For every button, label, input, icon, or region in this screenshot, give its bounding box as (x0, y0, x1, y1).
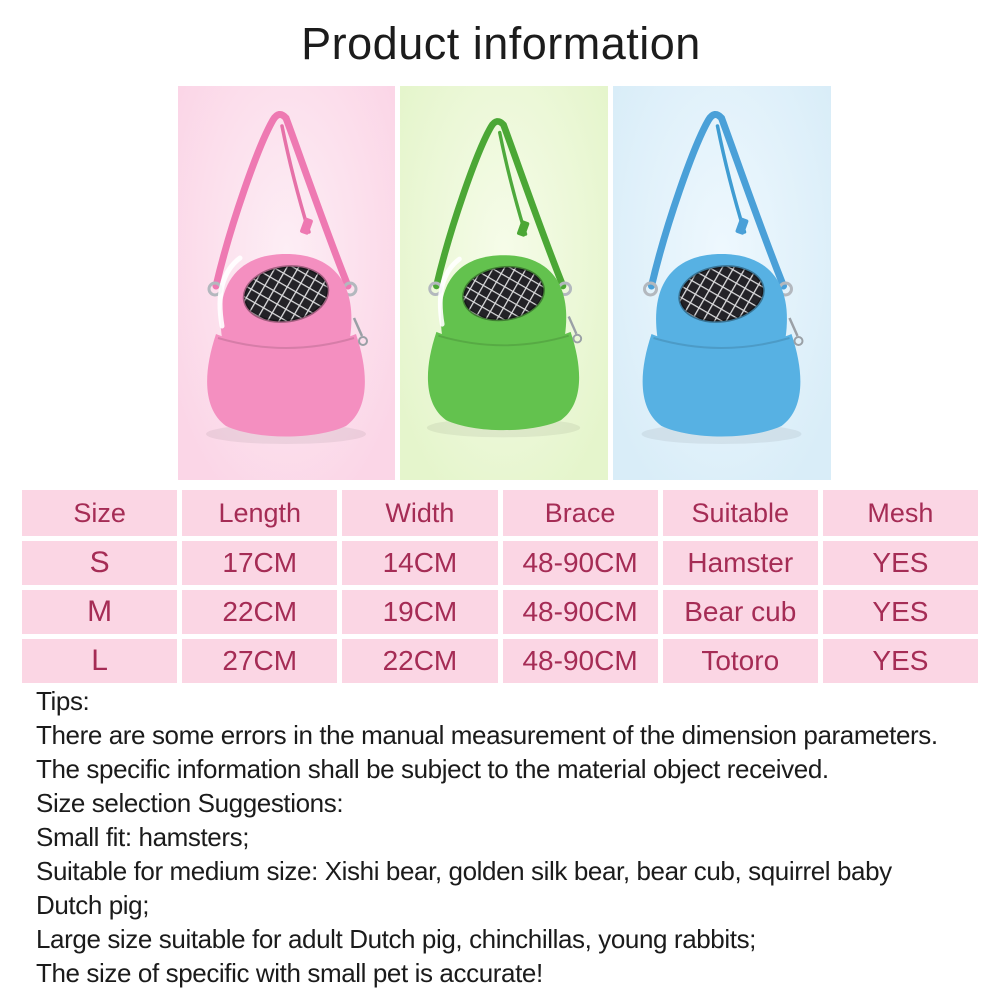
bag-seam (653, 337, 790, 349)
strap-buckle (517, 220, 530, 237)
shoulder-strap (648, 111, 787, 290)
zipper-pull (352, 317, 364, 337)
zipper-ring (572, 333, 583, 344)
tips-line: Large size suitable for adult Dutch pig,… (36, 924, 756, 954)
bag-body (642, 334, 801, 437)
column-header-length: Length (182, 490, 338, 536)
tips-line: There are some errors in the manual meas… (36, 720, 938, 750)
shoulder-strap (433, 118, 567, 290)
bag-body (427, 331, 580, 431)
tips-line: Small fit: hamsters; (36, 822, 250, 852)
tips-line: Dutch pig; (36, 890, 150, 920)
page-title: Product information (301, 18, 701, 69)
zipper-ring (793, 336, 804, 346)
column-header-suitable: Suitable (662, 490, 818, 536)
bag-body (207, 334, 365, 437)
tips-line: The size of specific with small pet is a… (36, 958, 543, 988)
table-cell: YES (822, 541, 978, 585)
strap-buckle (735, 217, 749, 235)
table-cell: 22CM (342, 639, 498, 683)
zipper-trim (437, 256, 462, 327)
table-cell: 19CM (342, 590, 498, 634)
table-cell: 48-90CM (502, 639, 658, 683)
bag-seam (438, 334, 569, 347)
table-cell: 48-90CM (502, 541, 658, 585)
product-image-pink (178, 86, 395, 480)
tips-block: Tips: There are some errors in the manua… (36, 684, 986, 990)
tips-line: Suitable for medium size: Xishi bear, go… (36, 856, 892, 886)
mesh-window (678, 265, 765, 323)
zipper-trim (217, 255, 243, 329)
zipper-pull (567, 316, 578, 335)
product-image-green (400, 86, 608, 480)
mesh-window (242, 265, 330, 323)
table-cell: 27CM (182, 639, 338, 683)
carrier-bag-illustration (641, 111, 804, 444)
tips-line: Size selection Suggestions: (36, 788, 344, 818)
table-cell: Hamster (662, 541, 818, 585)
table-cell: YES (822, 590, 978, 634)
table-cell: M (22, 590, 178, 634)
table-cell: 17CM (182, 541, 338, 585)
mesh-window (462, 265, 545, 322)
strap-ring-left (643, 281, 658, 297)
table-cell: S (22, 541, 178, 585)
table-cell: 14CM (342, 541, 498, 585)
zipper-pull (788, 317, 799, 337)
column-header-brace: Brace (502, 490, 658, 536)
bag-seam (217, 337, 355, 349)
table-cell: YES (822, 639, 978, 683)
column-header-size: Size (22, 490, 178, 536)
carrier-bag-illustration (426, 118, 583, 438)
table-cell: Totoro (662, 639, 818, 683)
product-image-strip (178, 86, 831, 480)
column-header-mesh: Mesh (822, 490, 978, 536)
table-cell: L (22, 639, 178, 683)
tips-line: The specific information shall be subjec… (36, 754, 829, 784)
column-header-width: Width (342, 490, 498, 536)
carrier-bag-illustration (206, 111, 368, 444)
size-table: Size Length Width Brace Suitable Mesh S … (22, 490, 978, 683)
product-image-blue (613, 86, 831, 480)
table-cell: 48-90CM (502, 590, 658, 634)
tips-heading: Tips: (36, 686, 90, 716)
strap-buckle (300, 217, 313, 235)
shoulder-strap (212, 111, 352, 290)
table-cell: Bear cub (662, 590, 818, 634)
table-cell: 22CM (182, 590, 338, 634)
zipper-ring (358, 336, 368, 346)
